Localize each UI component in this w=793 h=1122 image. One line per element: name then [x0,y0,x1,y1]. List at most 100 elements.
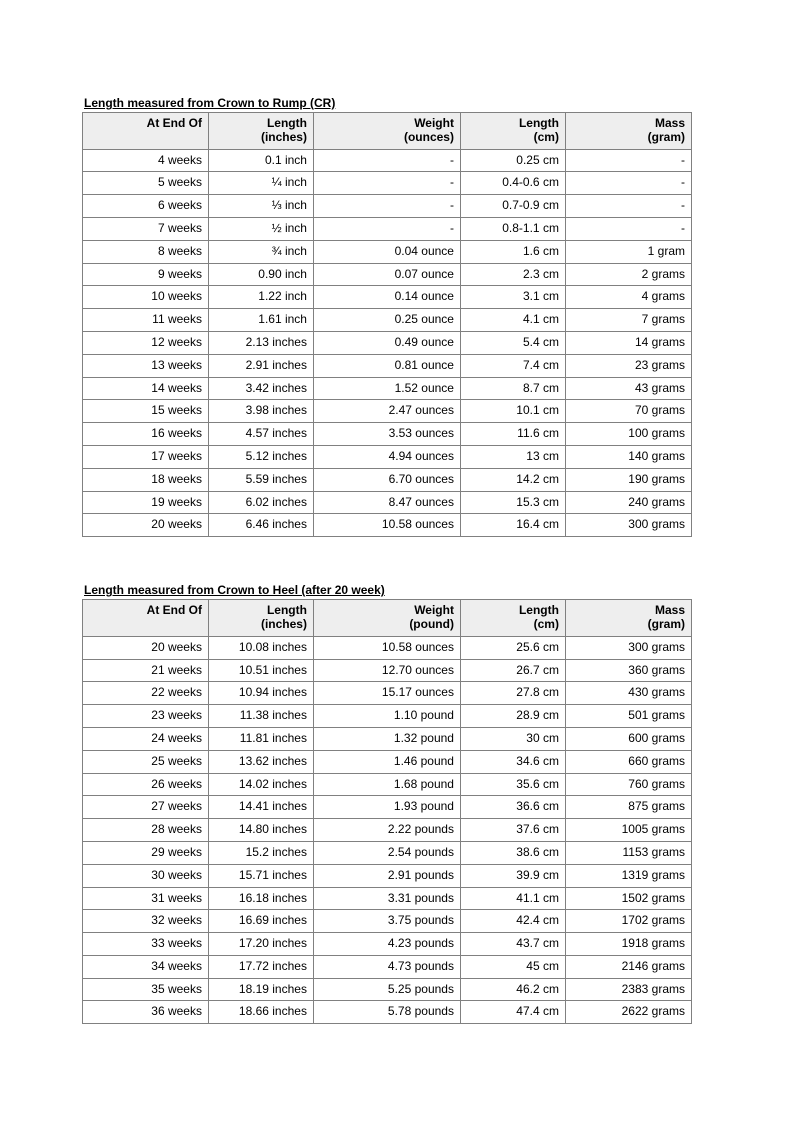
table2-cell: 660 grams [565,750,691,773]
table2-cell: 15.2 inches [208,841,313,864]
table1: At End Of Length(inches) Weight(ounces) … [82,112,692,537]
table2-cell: 2.54 pounds [313,841,460,864]
table1-col-header: Length(cm) [460,113,565,150]
table1-cell: 0.8-1.1 cm [460,217,565,240]
section-crown-to-heel: Length measured from Crown to Heel (afte… [82,583,711,1024]
table1-cell: 20 weeks [83,514,209,537]
table1-cell: 19 weeks [83,491,209,514]
table2-cell: 21 weeks [83,659,209,682]
table2-cell: 41.1 cm [460,887,565,910]
table2-row: 27 weeks14.41 inches1.93 pound36.6 cm875… [83,796,692,819]
table2-cell: 23 weeks [83,705,209,728]
table2-cell: 1702 grams [565,910,691,933]
table2-row: 33 weeks17.20 inches4.23 pounds43.7 cm19… [83,933,692,956]
table1-cell: 6.46 inches [208,514,313,537]
table2-cell: 36 weeks [83,1001,209,1024]
table1-cell: - [313,217,460,240]
table1-row: 8 weeks¾ inch0.04 ounce1.6 cm1 gram [83,240,692,263]
table2-cell: 28.9 cm [460,705,565,728]
table2-cell: 10.94 inches [208,682,313,705]
table2-cell: 2.91 pounds [313,864,460,887]
table1-cell: - [565,195,691,218]
table1-row: 7 weeks½ inch-0.8-1.1 cm- [83,217,692,240]
table2-col-header: Length(cm) [460,600,565,637]
table1-cell: 7 weeks [83,217,209,240]
table1-row: 4 weeks0.1 inch-0.25 cm- [83,149,692,172]
table1-cell: 4 grams [565,286,691,309]
table2-cell: 26 weeks [83,773,209,796]
table2-cell: 1.10 pound [313,705,460,728]
table2-cell: 43.7 cm [460,933,565,956]
table2-cell: 34.6 cm [460,750,565,773]
table1-cell: 10 weeks [83,286,209,309]
table2-row: 23 weeks11.38 inches1.10 pound28.9 cm501… [83,705,692,728]
table1-cell: 3.1 cm [460,286,565,309]
table2-row: 20 weeks10.08 inches10.58 ounces25.6 cm3… [83,636,692,659]
table1-cell: 2.3 cm [460,263,565,286]
table2-cell: 4.73 pounds [313,955,460,978]
table1-cell: 15 weeks [83,400,209,423]
table2-col-header: Mass(gram) [565,600,691,637]
table1-cell: 300 grams [565,514,691,537]
table2-cell: 2383 grams [565,978,691,1001]
table1-cell: 4.94 ounces [313,445,460,468]
table1-cell: 0.04 ounce [313,240,460,263]
table2-cell: 30 cm [460,727,565,750]
table1-cell: 5.12 inches [208,445,313,468]
table1-cell: - [565,172,691,195]
table2-cell: 35 weeks [83,978,209,1001]
table2-row: 22 weeks10.94 inches15.17 ounces27.8 cm4… [83,682,692,705]
table2-col-header: Weight(pound) [313,600,460,637]
table2-cell: 39.9 cm [460,864,565,887]
table1-row: 20 weeks6.46 inches10.58 ounces16.4 cm30… [83,514,692,537]
table2-cell: 600 grams [565,727,691,750]
table2-cell: 10.51 inches [208,659,313,682]
table2-cell: 26.7 cm [460,659,565,682]
table2-cell: 300 grams [565,636,691,659]
table1-cell: 16 weeks [83,423,209,446]
table1-cell: 0.25 ounce [313,309,460,332]
table2-cell: 14.80 inches [208,819,313,842]
table2-cell: 360 grams [565,659,691,682]
table1-cell: ½ inch [208,217,313,240]
table2-cell: 10.08 inches [208,636,313,659]
table2-cell: 18.66 inches [208,1001,313,1024]
table1-row: 6 weeks⅓ inch-0.7-0.9 cm- [83,195,692,218]
table2-cell: 2622 grams [565,1001,691,1024]
table1-cell: 12 weeks [83,331,209,354]
table2-cell: 501 grams [565,705,691,728]
table2-cell: 12.70 ounces [313,659,460,682]
table2-cell: 15.17 ounces [313,682,460,705]
table1-cell: - [313,195,460,218]
table1-cell: 5 weeks [83,172,209,195]
table1-cell: 17 weeks [83,445,209,468]
table2-cell: 1319 grams [565,864,691,887]
table1-row: 18 weeks5.59 inches6.70 ounces14.2 cm190… [83,468,692,491]
table1-cell: 16.4 cm [460,514,565,537]
table1-cell: 43 grams [565,377,691,400]
table2: At End Of Length(inches) Weight(pound) L… [82,599,692,1024]
table2-cell: 42.4 cm [460,910,565,933]
table2-row: 21 weeks10.51 inches12.70 ounces26.7 cm3… [83,659,692,682]
table1-cell: 3.98 inches [208,400,313,423]
table1-cell: 0.49 ounce [313,331,460,354]
table1-cell: 2 grams [565,263,691,286]
table2-cell: 760 grams [565,773,691,796]
table2-cell: 1502 grams [565,887,691,910]
table1-cell: 15.3 cm [460,491,565,514]
table2-title: Length measured from Crown to Heel (afte… [84,583,711,597]
table1-row: 17 weeks5.12 inches4.94 ounces13 cm140 g… [83,445,692,468]
table1-cell: 6.70 ounces [313,468,460,491]
table1-cell: 8 weeks [83,240,209,263]
table2-row: 31 weeks16.18 inches3.31 pounds41.1 cm15… [83,887,692,910]
table2-row: 28 weeks14.80 inches2.22 pounds37.6 cm10… [83,819,692,842]
table2-cell: 20 weeks [83,636,209,659]
table2-cell: 34 weeks [83,955,209,978]
table2-cell: 17.20 inches [208,933,313,956]
table2-cell: 13.62 inches [208,750,313,773]
table1-cell: 1 gram [565,240,691,263]
table2-cell: 5.25 pounds [313,978,460,1001]
table2-cell: 38.6 cm [460,841,565,864]
table2-row: 24 weeks11.81 inches1.32 pound30 cm600 g… [83,727,692,750]
table1-cell: 0.4-0.6 cm [460,172,565,195]
